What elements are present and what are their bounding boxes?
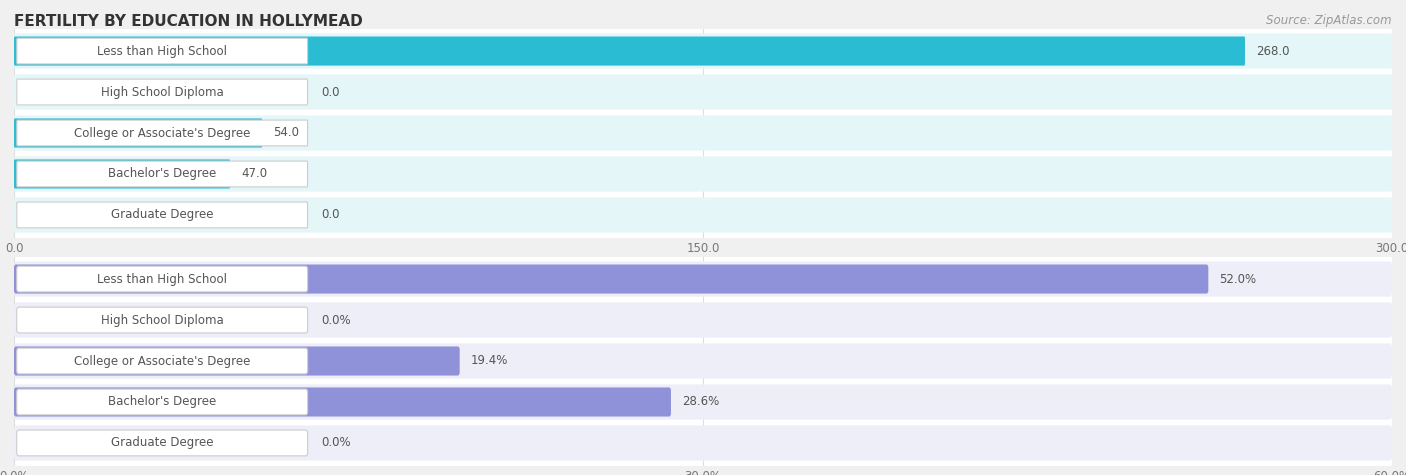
- FancyBboxPatch shape: [17, 266, 308, 292]
- FancyBboxPatch shape: [14, 33, 1392, 69]
- FancyBboxPatch shape: [17, 120, 308, 146]
- FancyBboxPatch shape: [14, 75, 1392, 110]
- FancyBboxPatch shape: [14, 118, 262, 148]
- FancyBboxPatch shape: [17, 307, 308, 333]
- Text: 28.6%: 28.6%: [682, 396, 718, 408]
- Text: College or Associate's Degree: College or Associate's Degree: [75, 126, 250, 140]
- Text: Graduate Degree: Graduate Degree: [111, 209, 214, 221]
- FancyBboxPatch shape: [14, 265, 1208, 294]
- FancyBboxPatch shape: [14, 156, 1392, 191]
- Text: 0.0: 0.0: [322, 86, 340, 98]
- Text: FERTILITY BY EDUCATION IN HOLLYMEAD: FERTILITY BY EDUCATION IN HOLLYMEAD: [14, 14, 363, 29]
- Text: Bachelor's Degree: Bachelor's Degree: [108, 396, 217, 408]
- Text: Bachelor's Degree: Bachelor's Degree: [108, 168, 217, 180]
- Text: 268.0: 268.0: [1256, 45, 1289, 57]
- FancyBboxPatch shape: [17, 161, 308, 187]
- Text: Source: ZipAtlas.com: Source: ZipAtlas.com: [1267, 14, 1392, 27]
- Text: 52.0%: 52.0%: [1219, 273, 1257, 285]
- FancyBboxPatch shape: [17, 389, 308, 415]
- Text: High School Diploma: High School Diploma: [101, 314, 224, 326]
- Text: Graduate Degree: Graduate Degree: [111, 437, 214, 449]
- FancyBboxPatch shape: [14, 37, 1244, 66]
- FancyBboxPatch shape: [17, 430, 308, 456]
- FancyBboxPatch shape: [14, 425, 1392, 461]
- Text: 47.0: 47.0: [240, 168, 267, 180]
- FancyBboxPatch shape: [17, 202, 308, 228]
- Text: Less than High School: Less than High School: [97, 45, 228, 57]
- FancyBboxPatch shape: [17, 38, 308, 64]
- Text: 0.0: 0.0: [322, 209, 340, 221]
- FancyBboxPatch shape: [14, 346, 460, 376]
- Text: 0.0%: 0.0%: [322, 314, 352, 326]
- FancyBboxPatch shape: [14, 384, 1392, 419]
- FancyBboxPatch shape: [14, 343, 1392, 379]
- Text: 54.0: 54.0: [273, 126, 299, 140]
- FancyBboxPatch shape: [14, 261, 1392, 297]
- FancyBboxPatch shape: [14, 303, 1392, 338]
- FancyBboxPatch shape: [14, 115, 1392, 151]
- FancyBboxPatch shape: [14, 197, 1392, 233]
- FancyBboxPatch shape: [14, 160, 231, 189]
- Text: 0.0%: 0.0%: [322, 437, 352, 449]
- Text: High School Diploma: High School Diploma: [101, 86, 224, 98]
- Text: 19.4%: 19.4%: [471, 354, 508, 368]
- Text: Less than High School: Less than High School: [97, 273, 228, 285]
- FancyBboxPatch shape: [17, 79, 308, 105]
- Text: College or Associate's Degree: College or Associate's Degree: [75, 354, 250, 368]
- FancyBboxPatch shape: [14, 388, 671, 417]
- FancyBboxPatch shape: [17, 348, 308, 374]
